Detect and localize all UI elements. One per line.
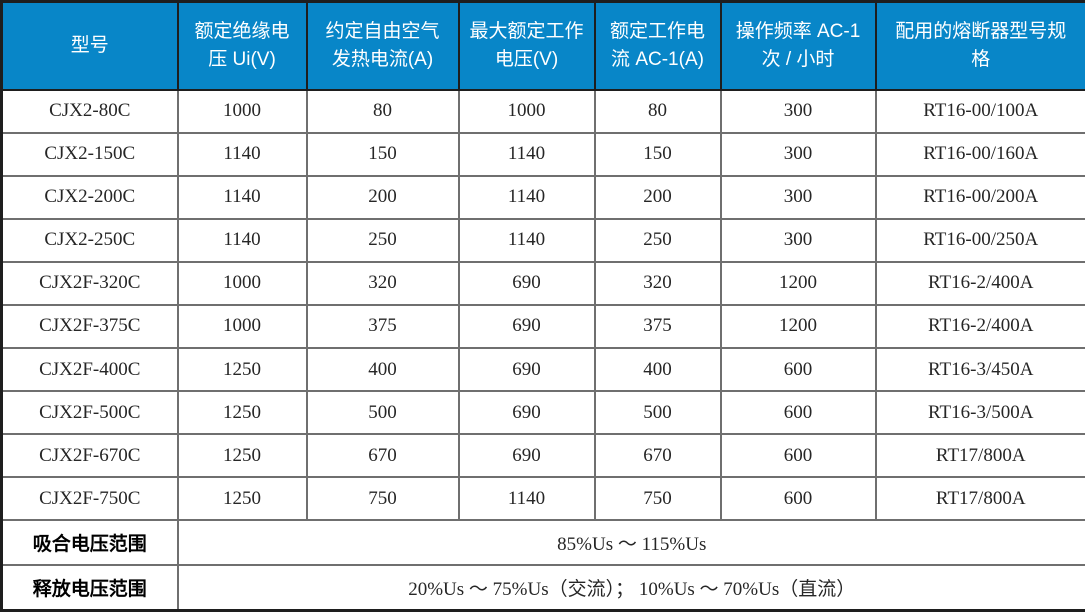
- value-cell: 690: [457, 433, 596, 479]
- value-cell: 1000: [176, 88, 308, 134]
- value-cell: 250: [593, 217, 722, 263]
- footer-row: 释放电压范围 20%Us ～ 75%Us（交流）； 10%Us ～ 70%Us（直…: [0, 564, 1085, 612]
- value-cell: 150: [305, 131, 460, 177]
- value-cell: 1140: [457, 476, 596, 522]
- value-cell: RT16-3/500A: [874, 390, 1085, 436]
- model-cell: CJX2F-500C: [0, 390, 179, 436]
- model-cell: CJX2-200C: [0, 174, 179, 220]
- value-cell: 500: [593, 390, 722, 436]
- value-cell: RT16-00/250A: [874, 217, 1085, 263]
- value-cell: 1140: [457, 174, 596, 220]
- value-cell: 1200: [719, 260, 877, 306]
- value-cell: RT16-00/160A: [874, 131, 1085, 177]
- model-cell: CJX2-150C: [0, 131, 179, 177]
- value-cell: 320: [305, 260, 460, 306]
- value-cell: 400: [593, 346, 722, 393]
- value-cell: 690: [457, 260, 596, 306]
- footer-row: 吸合电压范围 85%Us ～ 115%Us: [0, 519, 1085, 567]
- value-cell: 1000: [176, 260, 308, 306]
- table-row: CJX2-250C 1140 250 1140 250 300 RT16-00/250A: [0, 217, 1085, 263]
- footer-label: 吸合电压范围: [0, 519, 179, 567]
- table-row: CJX2F-750C 1250 750 1140 750 600 RT17/800A: [0, 476, 1085, 522]
- value-cell: 690: [457, 346, 596, 393]
- value-cell: 1140: [176, 217, 308, 263]
- value-cell: 1140: [176, 131, 308, 177]
- value-cell: 1250: [176, 346, 308, 393]
- table-row: CJX2F-400C 1250 400 690 400 600 RT16-3/450A: [0, 346, 1085, 393]
- value-cell: RT17/800A: [874, 433, 1085, 479]
- value-cell: 600: [719, 433, 877, 479]
- table-footer: 吸合电压范围 85%Us ～ 115%Us 释放电压范围 20%Us ～ 75%Us（…: [0, 519, 1085, 612]
- value-cell: RT16-3/450A: [874, 346, 1085, 393]
- value-cell: 690: [457, 390, 596, 436]
- value-cell: 1000: [176, 303, 308, 349]
- table-row: CJX2F-500C 1250 500 690 500 600 RT16-3/500A: [0, 390, 1085, 436]
- value-cell: 500: [305, 390, 460, 436]
- model-cell: CJX2F-400C: [0, 346, 179, 393]
- value-cell: 670: [593, 433, 722, 479]
- header-row: 型号 额定绝缘电压 Ui(V) 约定自由空气发热电流(A) 最大额定工作电压(V) 额定…: [0, 0, 1085, 91]
- value-cell: 600: [719, 476, 877, 522]
- value-cell: 400: [305, 346, 460, 393]
- value-cell: RT16-2/400A: [874, 303, 1085, 349]
- value-cell: RT16-00/100A: [874, 88, 1085, 134]
- column-header: 约定自由空气发热电流(A): [305, 0, 460, 91]
- value-cell: 750: [305, 476, 460, 522]
- value-cell: 690: [457, 303, 596, 349]
- value-cell: 300: [719, 217, 877, 263]
- model-cell: CJX2F-375C: [0, 303, 179, 349]
- value-cell: 150: [593, 131, 722, 177]
- table-row: CJX2-200C 1140 200 1140 200 300 RT16-00/200A: [0, 174, 1085, 220]
- column-header: 型号: [0, 0, 179, 91]
- column-header: 最大额定工作电压(V): [457, 0, 596, 91]
- value-cell: 250: [305, 217, 460, 263]
- column-header: 额定工作电流 AC-1(A): [593, 0, 722, 91]
- footer-value: 85%Us ～ 115%Us: [176, 519, 1085, 567]
- value-cell: 300: [719, 131, 877, 177]
- column-header: 操作频率 AC-1 次 / 小时: [719, 0, 877, 91]
- value-cell: 750: [593, 476, 722, 522]
- value-cell: 80: [305, 88, 460, 134]
- column-header: 配用的熔断器型号规格: [874, 0, 1085, 91]
- value-cell: 1140: [457, 131, 596, 177]
- value-cell: 375: [305, 303, 460, 349]
- model-cell: CJX2-250C: [0, 217, 179, 263]
- value-cell: 80: [593, 88, 722, 134]
- value-cell: 200: [305, 174, 460, 220]
- value-cell: 1250: [176, 390, 308, 436]
- value-cell: 1250: [176, 433, 308, 479]
- value-cell: 670: [305, 433, 460, 479]
- value-cell: 1250: [176, 476, 308, 522]
- value-cell: 300: [719, 88, 877, 134]
- model-cell: CJX2-80C: [0, 88, 179, 134]
- footer-value: 20%Us ～ 75%Us（交流）； 10%Us ～ 70%Us（直流）: [176, 564, 1085, 612]
- table-row: CJX2F-670C 1250 670 690 670 600 RT17/800A: [0, 433, 1085, 479]
- value-cell: 200: [593, 174, 722, 220]
- table-row: CJX2-150C 1140 150 1140 150 300 RT16-00/160A: [0, 131, 1085, 177]
- value-cell: 320: [593, 260, 722, 306]
- value-cell: 1200: [719, 303, 877, 349]
- model-cell: CJX2F-670C: [0, 433, 179, 479]
- model-cell: CJX2F-750C: [0, 476, 179, 522]
- table-row: CJX2F-320C 1000 320 690 320 1200 RT16-2/400A: [0, 260, 1085, 306]
- value-cell: RT17/800A: [874, 476, 1085, 522]
- model-cell: CJX2F-320C: [0, 260, 179, 306]
- column-header: 额定绝缘电压 Ui(V): [176, 0, 308, 91]
- value-cell: 1140: [176, 174, 308, 220]
- table-row: CJX2-80C 1000 80 1000 80 300 RT16-00/100A: [0, 88, 1085, 134]
- footer-label: 释放电压范围: [0, 564, 179, 612]
- value-cell: 1140: [457, 217, 596, 263]
- value-cell: 1000: [457, 88, 596, 134]
- value-cell: 600: [719, 390, 877, 436]
- value-cell: RT16-2/400A: [874, 260, 1085, 306]
- value-cell: 300: [719, 174, 877, 220]
- value-cell: 600: [719, 346, 877, 393]
- value-cell: RT16-00/200A: [874, 174, 1085, 220]
- table-row: CJX2F-375C 1000 375 690 375 1200 RT16-2/400A: [0, 303, 1085, 349]
- value-cell: 375: [593, 303, 722, 349]
- table-body: CJX2-80C 1000 80 1000 80 300 RT16-00/100A CJX2-…: [0, 88, 1085, 522]
